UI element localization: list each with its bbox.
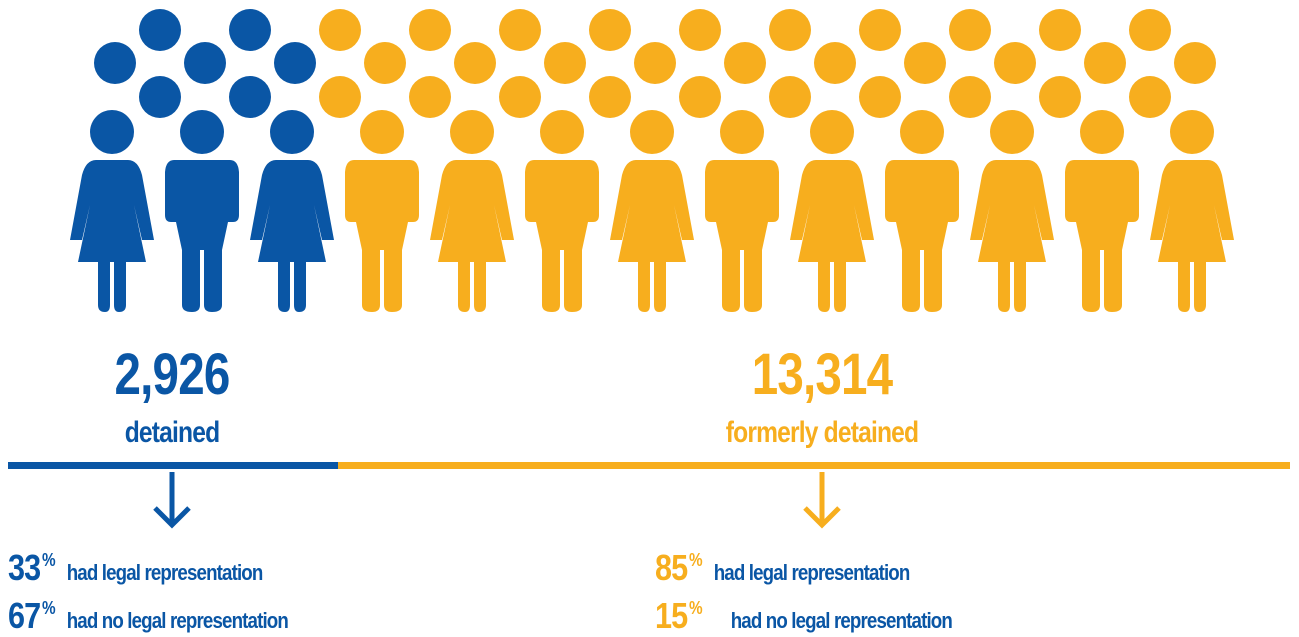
person bbox=[790, 160, 874, 312]
person bbox=[970, 160, 1054, 312]
head bbox=[990, 110, 1034, 154]
dot bbox=[229, 9, 271, 51]
dot bbox=[274, 42, 316, 84]
person bbox=[70, 160, 154, 312]
stat-unit: % bbox=[42, 598, 56, 618]
stat: 67% had no legal representation bbox=[8, 595, 289, 636]
head bbox=[1080, 110, 1124, 154]
person bbox=[345, 160, 419, 312]
person bbox=[250, 160, 334, 312]
stat-text: had no legal representation bbox=[66, 608, 289, 633]
dot bbox=[499, 76, 541, 118]
dot bbox=[589, 9, 631, 51]
dot bbox=[409, 9, 451, 51]
label: formerly detained bbox=[725, 416, 919, 449]
arrow bbox=[803, 472, 841, 529]
person bbox=[430, 160, 514, 312]
person bbox=[610, 160, 694, 312]
dot bbox=[94, 42, 136, 84]
dot bbox=[1174, 42, 1216, 84]
stat-text: had legal representation bbox=[713, 560, 911, 585]
divider-yellow bbox=[338, 462, 1290, 469]
dot bbox=[544, 42, 586, 84]
dot bbox=[859, 76, 901, 118]
dot bbox=[1129, 9, 1171, 51]
dot bbox=[589, 76, 631, 118]
dot bbox=[1084, 42, 1126, 84]
person bbox=[1065, 160, 1139, 312]
dot bbox=[769, 9, 811, 51]
stat: 33% had legal representation bbox=[8, 547, 264, 588]
stat-value: 67 bbox=[8, 595, 41, 636]
dot bbox=[184, 42, 226, 84]
dot bbox=[724, 42, 766, 84]
dot bbox=[139, 9, 181, 51]
dot bbox=[409, 76, 451, 118]
stat-unit: % bbox=[689, 598, 703, 618]
dot bbox=[949, 76, 991, 118]
label: detained bbox=[124, 416, 220, 449]
dot bbox=[904, 42, 946, 84]
dot bbox=[229, 76, 271, 118]
count: 13,314 bbox=[751, 342, 893, 407]
stat-text: had no legal representation bbox=[730, 608, 953, 633]
person bbox=[885, 160, 959, 312]
count: 2,926 bbox=[114, 342, 231, 407]
dot bbox=[1129, 76, 1171, 118]
head bbox=[360, 110, 404, 154]
dot bbox=[1039, 76, 1081, 118]
divider-blue bbox=[8, 462, 338, 469]
head bbox=[180, 110, 224, 154]
dot bbox=[364, 42, 406, 84]
dot bbox=[679, 76, 721, 118]
head bbox=[720, 110, 764, 154]
arrow bbox=[153, 472, 191, 529]
dot bbox=[1039, 9, 1081, 51]
head bbox=[540, 110, 584, 154]
dot bbox=[634, 42, 676, 84]
person bbox=[1150, 160, 1234, 312]
person bbox=[705, 160, 779, 312]
stat-value: 33 bbox=[8, 547, 41, 588]
person bbox=[525, 160, 599, 312]
stat-text: had legal representation bbox=[66, 560, 264, 585]
dot bbox=[994, 42, 1036, 84]
head bbox=[810, 110, 854, 154]
head bbox=[900, 110, 944, 154]
stat: 15% had no legal representation bbox=[655, 595, 953, 636]
head bbox=[90, 110, 134, 154]
dot bbox=[139, 76, 181, 118]
dot bbox=[769, 76, 811, 118]
stat-value: 15 bbox=[655, 595, 688, 636]
dot bbox=[319, 9, 361, 51]
dot bbox=[814, 42, 856, 84]
stat-value: 85 bbox=[655, 547, 688, 588]
dot bbox=[499, 9, 541, 51]
head bbox=[630, 110, 674, 154]
person bbox=[165, 160, 239, 312]
stat-unit: % bbox=[42, 550, 56, 570]
stat-unit: % bbox=[689, 550, 703, 570]
dot bbox=[454, 42, 496, 84]
dot bbox=[859, 9, 901, 51]
head bbox=[270, 110, 314, 154]
dot bbox=[949, 9, 991, 51]
dot bbox=[319, 76, 361, 118]
head bbox=[450, 110, 494, 154]
head bbox=[1170, 110, 1214, 154]
dot bbox=[679, 9, 721, 51]
stat: 85% had legal representation bbox=[655, 547, 911, 588]
